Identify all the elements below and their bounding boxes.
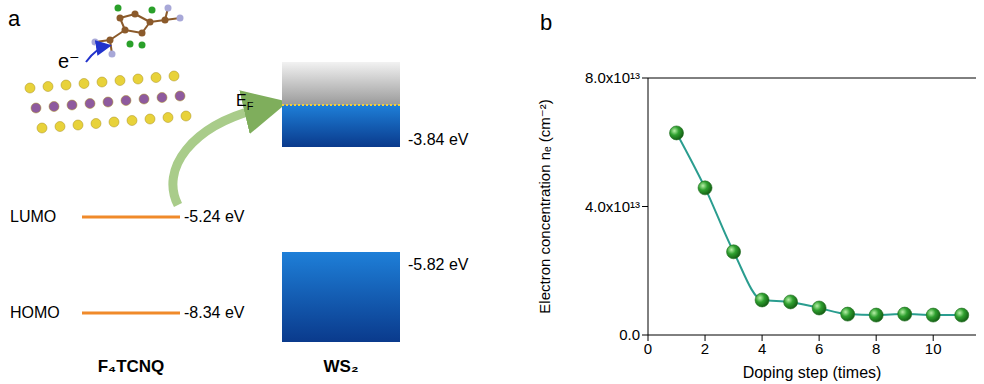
svg-text:a: a	[8, 6, 21, 31]
svg-text:8: 8	[872, 340, 880, 357]
svg-text:HOMO: HOMO	[10, 304, 60, 321]
svg-text:WS₂: WS₂	[324, 357, 359, 376]
svg-text:Doping step (times): Doping step (times)	[743, 364, 882, 381]
svg-text:e⁻: e⁻	[58, 50, 80, 72]
svg-text:2: 2	[701, 340, 709, 357]
svg-text:10: 10	[925, 340, 942, 357]
svg-text:F₄TCNQ: F₄TCNQ	[98, 357, 165, 376]
svg-text:LUMO: LUMO	[10, 208, 56, 225]
svg-text:-5.24 eV: -5.24 eV	[184, 208, 245, 225]
svg-text:Electron concentration nₑ (cm⁻: Electron concentration nₑ (cm⁻²)	[536, 99, 553, 313]
svg-text:-8.34 eV: -8.34 eV	[184, 304, 245, 321]
svg-text:0: 0	[644, 340, 652, 357]
html-text:b: b	[540, 10, 553, 35]
svg-text:-5.82 eV: -5.82 eV	[408, 256, 469, 273]
svg-text:0.0: 0.0	[619, 326, 640, 343]
svg-text:8.0x10¹³: 8.0x10¹³	[585, 69, 640, 86]
svg-text:4.0x10¹³: 4.0x10¹³	[585, 198, 640, 215]
svg-text:4: 4	[758, 340, 766, 357]
svg-text:-3.84 eV: -3.84 eV	[408, 131, 469, 148]
svg-text:EF: EF	[236, 92, 254, 112]
svg-text:6: 6	[815, 340, 823, 357]
